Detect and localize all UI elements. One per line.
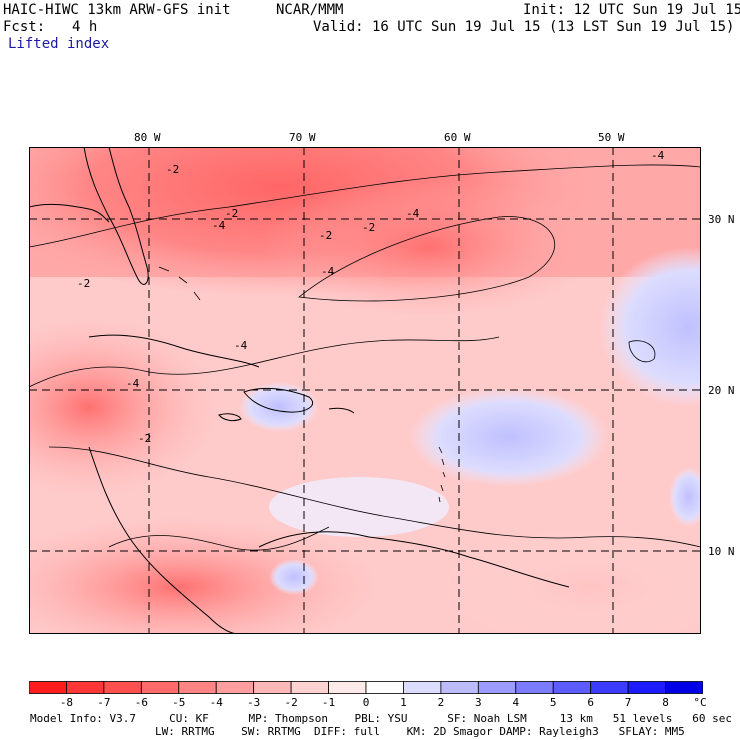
colorbar-tick-label: -5 bbox=[172, 696, 186, 709]
colorbar-box bbox=[552, 681, 592, 694]
colorbar-tick-label: 0 bbox=[362, 696, 370, 709]
coastlines bbox=[29, 147, 570, 634]
contour-label: -4 bbox=[651, 149, 665, 162]
lon-label-60w: 60 W bbox=[444, 131, 471, 144]
puerto-rico-coast bbox=[328, 407, 355, 414]
lat-label-10n: 10 N bbox=[708, 545, 735, 558]
southeast-pink-zone bbox=[439, 527, 701, 634]
lon-label-80w: 80 W bbox=[134, 131, 161, 144]
model-info-line1: Model Info: V3.7 CU: KF MP: Thompson PBL… bbox=[30, 712, 732, 725]
field-name: Lifted index bbox=[8, 36, 110, 52]
colorbar-box bbox=[103, 681, 142, 694]
colorbar-tick-label: 5 bbox=[549, 696, 557, 709]
lifted-index-map: -2 -4 -2 -4 -2 -4 -4 -2 -4 -2 -4 -2 bbox=[29, 147, 701, 634]
colorbar-tick-label: -8 bbox=[59, 696, 74, 709]
contour-label: -2 bbox=[225, 207, 238, 220]
contour-line bbox=[108, 526, 330, 551]
model-title: HAIC-HIWC 13km ARW-GFS init bbox=[3, 2, 231, 18]
contour-label: -2 bbox=[138, 432, 151, 445]
colorbar-tick-label: 4 bbox=[512, 696, 520, 709]
stable-zone-venezuela bbox=[269, 559, 319, 595]
bahamas bbox=[158, 266, 201, 301]
colorbar-box bbox=[290, 681, 329, 694]
lon-label-50w: 50 W bbox=[598, 131, 625, 144]
colorbar-box bbox=[515, 681, 554, 694]
south-america-zone bbox=[29, 517, 379, 634]
contour-label: -2 bbox=[77, 277, 90, 290]
colorbar-tick-label: 3 bbox=[475, 696, 482, 709]
colorbar-tick-label: -4 bbox=[209, 696, 223, 709]
colorbar-tick-label: 1 bbox=[400, 696, 407, 709]
valid-time: Valid: 16 UTC Sun 19 Jul 15 (13 LST Sun … bbox=[313, 19, 735, 35]
colorbar-tick-label: 8 bbox=[662, 696, 669, 709]
colorbar-tick-label: -6 bbox=[134, 696, 148, 709]
colorbar-box bbox=[140, 681, 180, 694]
contour-label: -2 bbox=[319, 229, 332, 242]
lat-label-20n: 20 N bbox=[708, 384, 735, 397]
north-max-zone bbox=[259, 177, 599, 317]
hispaniola-coast bbox=[243, 387, 314, 413]
colorbar-box bbox=[66, 681, 105, 694]
florida-coast bbox=[83, 147, 149, 285]
contour-label: -2 bbox=[166, 163, 179, 176]
org-label: NCAR/MMM bbox=[276, 2, 344, 18]
init-time: Init: 12 UTC Sun 19 Jul 15 bbox=[523, 2, 740, 18]
contour-label: -4 bbox=[234, 339, 248, 352]
map-border bbox=[29, 147, 701, 634]
grid-lines bbox=[29, 147, 701, 634]
colorbar-tick-label: 7 bbox=[624, 696, 632, 709]
colorbar-tick-label: -7 bbox=[97, 696, 111, 709]
lon-label-70w: 70 W bbox=[289, 131, 316, 144]
colorbar-box bbox=[328, 681, 367, 694]
colorbar-tick-label: -3 bbox=[247, 696, 261, 709]
lat-label-30n: 30 N bbox=[708, 213, 735, 226]
central-america-coast bbox=[88, 446, 240, 634]
south-america-coast bbox=[258, 531, 570, 588]
contour-line bbox=[29, 164, 701, 248]
colorbar-box bbox=[627, 681, 666, 694]
stable-zone-far-east bbox=[669, 467, 701, 527]
colorbar-box bbox=[477, 681, 517, 694]
cuba-coast bbox=[88, 334, 260, 368]
stable-zone-hispaniola bbox=[239, 382, 319, 432]
colorbar-box bbox=[178, 681, 217, 694]
colorbar-box bbox=[29, 681, 67, 694]
colorbar-box bbox=[215, 681, 255, 694]
colorbar-box bbox=[590, 681, 629, 694]
colorbar-tick-label: -2 bbox=[284, 696, 298, 709]
colorbar-box bbox=[665, 681, 703, 694]
forecast-label: Fcst: bbox=[3, 19, 46, 35]
jamaica-coast bbox=[218, 413, 242, 422]
colorbar-unit: °C bbox=[693, 696, 707, 709]
forecast-value: 4 h bbox=[72, 19, 98, 35]
colorbar-tick-label: 6 bbox=[587, 696, 594, 709]
model-info-line2: LW: RRTMG SW: RRTMG DIFF: full KM: 2D Sm… bbox=[155, 725, 685, 738]
contour-line bbox=[298, 216, 556, 302]
colorbar-box bbox=[365, 681, 404, 694]
stable-zone-caribbean bbox=[269, 477, 449, 537]
contour-label: -4 bbox=[406, 207, 420, 220]
colorbar-box bbox=[440, 681, 479, 694]
colorbar bbox=[29, 681, 703, 694]
stable-zone-central bbox=[409, 387, 609, 487]
contour-label: -2 bbox=[362, 221, 375, 234]
gulf-coast bbox=[29, 203, 110, 223]
gulf-unstable-zone bbox=[29, 317, 219, 497]
island-chain bbox=[158, 266, 446, 503]
contour-label: -4 bbox=[321, 265, 335, 278]
contour-label: -4 bbox=[126, 377, 140, 390]
colorbar-box bbox=[403, 681, 442, 694]
contour-line bbox=[48, 446, 701, 548]
colorbar-box bbox=[253, 681, 292, 694]
lesser-antilles bbox=[438, 446, 446, 503]
contour-labels: -2 -4 -2 -4 -2 -4 -4 -2 -4 -2 -4 -2 bbox=[77, 149, 665, 445]
colorbar-tick-label: -1 bbox=[321, 696, 336, 709]
stable-zone-east bbox=[599, 247, 701, 407]
contour-line bbox=[628, 340, 656, 363]
colorbar-tick-label: 2 bbox=[437, 696, 445, 709]
contour-label: -4 bbox=[212, 219, 226, 232]
